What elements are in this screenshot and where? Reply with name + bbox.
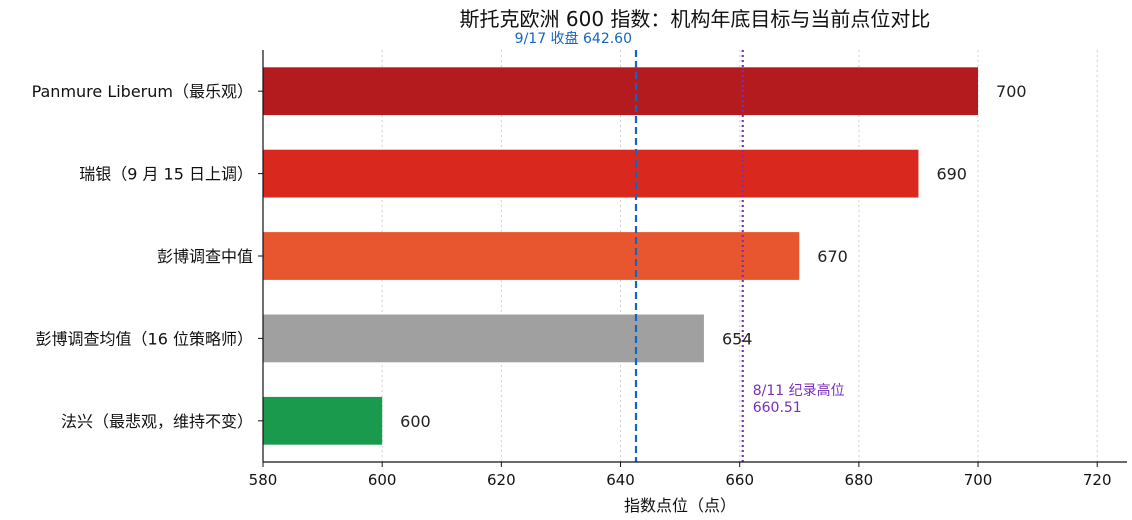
value-label: 654 [722, 329, 753, 348]
reference-line-layer [634, 50, 744, 462]
value-label: 690 [936, 165, 967, 184]
value-label: 700 [996, 82, 1027, 101]
axis-layer [262, 50, 1127, 463]
category-label: Panmure Liberum（最乐观） [32, 82, 253, 101]
x-tick-label: 680 [845, 471, 874, 489]
x-tick-label: 720 [1083, 471, 1112, 489]
chart-title: 斯托克欧洲 600 指数：机构年底目标与当前点位对比 [460, 7, 931, 31]
bar [263, 396, 383, 445]
x-tick-label: 640 [606, 471, 635, 489]
bar [263, 232, 800, 280]
category-label: 瑞银（9 月 15 日上调） [79, 165, 253, 184]
record-high-reference-label: 660.51 [753, 400, 802, 416]
value-label: 600 [400, 412, 431, 431]
close-reference-label: 9/17 收盘 642.60 [515, 30, 632, 47]
x-tick-label: 600 [368, 471, 397, 489]
category-label: 法兴（最悲观，维持不变） [61, 412, 253, 431]
x-tick-label: 660 [725, 471, 754, 489]
record-high-reference-label: 8/11 纪录高位 [753, 382, 845, 399]
bar [263, 149, 919, 198]
x-tick-label: 620 [487, 471, 516, 489]
label-layer: 580 600 620 640 660 680 700 720 Panmure Liberum（… [32, 30, 1112, 489]
category-label: 彭博调查均值（16 位策略师） [36, 329, 253, 348]
bar-layer [263, 67, 979, 445]
value-label: 670 [817, 247, 848, 266]
bar [263, 314, 704, 363]
x-axis-title: 指数点位（点） [624, 496, 736, 515]
x-tick-label: 700 [964, 471, 993, 489]
x-tick-label: 580 [249, 471, 278, 489]
category-label: 彭博调查中值 [157, 247, 253, 266]
bar [263, 67, 979, 116]
